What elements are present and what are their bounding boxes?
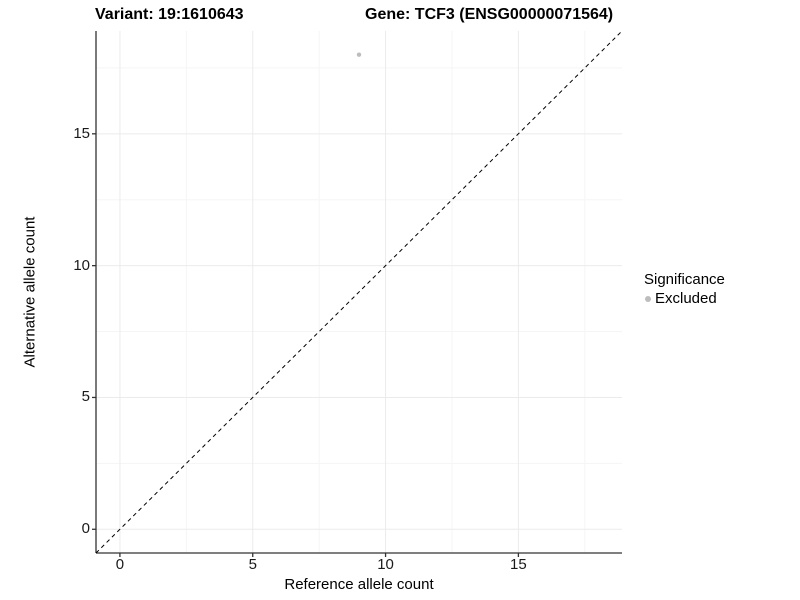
gene-title: Gene: TCF3 (ENSG00000071564)	[365, 6, 614, 23]
legend-item-label: Excluded	[655, 290, 717, 307]
x-axis-title: Reference allele count	[284, 576, 434, 593]
y-tick-label: 5	[81, 388, 90, 406]
data-point	[356, 52, 362, 57]
legend-point-icon	[645, 295, 651, 302]
legend-item-excluded: Excluded	[642, 290, 725, 307]
x-tick-label: 5	[248, 556, 257, 573]
x-tick-label: 15	[510, 556, 527, 573]
legend: Significance Excluded	[642, 271, 725, 307]
y-tick-label: 0	[81, 520, 90, 538]
legend-title: Significance	[644, 271, 725, 288]
variant-title: Variant: 19:1610643	[95, 6, 244, 23]
x-tick-label: 10	[377, 556, 394, 573]
identity-reference-line	[95, 30, 623, 554]
y-tick-label: 15	[73, 124, 90, 142]
y-axis-title: Alternative allele count	[21, 216, 39, 368]
x-tick-label: 0	[115, 556, 125, 573]
y-tick-label: 10	[73, 256, 90, 274]
